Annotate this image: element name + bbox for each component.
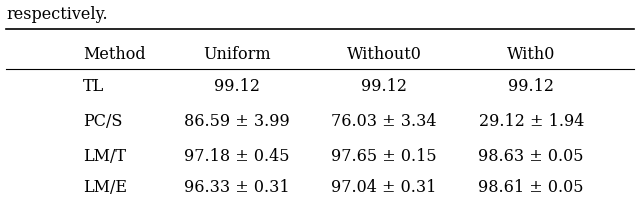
- Text: respectively.: respectively.: [6, 6, 108, 23]
- Text: LM/E: LM/E: [83, 179, 127, 196]
- Text: With0: With0: [507, 46, 556, 63]
- Text: Without0: Without0: [347, 46, 421, 63]
- Text: 76.03 ± 3.34: 76.03 ± 3.34: [332, 113, 436, 130]
- Text: 29.12 ± 1.94: 29.12 ± 1.94: [479, 113, 584, 130]
- Text: 99.12: 99.12: [508, 78, 554, 95]
- Text: 96.33 ± 0.31: 96.33 ± 0.31: [184, 179, 290, 196]
- Text: 86.59 ± 3.99: 86.59 ± 3.99: [184, 113, 290, 130]
- Text: 98.63 ± 0.05: 98.63 ± 0.05: [479, 148, 584, 165]
- Text: LM/T: LM/T: [83, 148, 126, 165]
- Text: TL: TL: [83, 78, 104, 95]
- Text: 98.61 ± 0.05: 98.61 ± 0.05: [479, 179, 584, 196]
- Text: 99.12: 99.12: [214, 78, 260, 95]
- Text: 97.65 ± 0.15: 97.65 ± 0.15: [331, 148, 437, 165]
- Text: PC/S: PC/S: [83, 113, 123, 130]
- Text: 97.04 ± 0.31: 97.04 ± 0.31: [332, 179, 436, 196]
- Text: 97.18 ± 0.45: 97.18 ± 0.45: [184, 148, 289, 165]
- Text: Uniform: Uniform: [203, 46, 271, 63]
- Text: Method: Method: [83, 46, 146, 63]
- Text: 99.12: 99.12: [361, 78, 407, 95]
